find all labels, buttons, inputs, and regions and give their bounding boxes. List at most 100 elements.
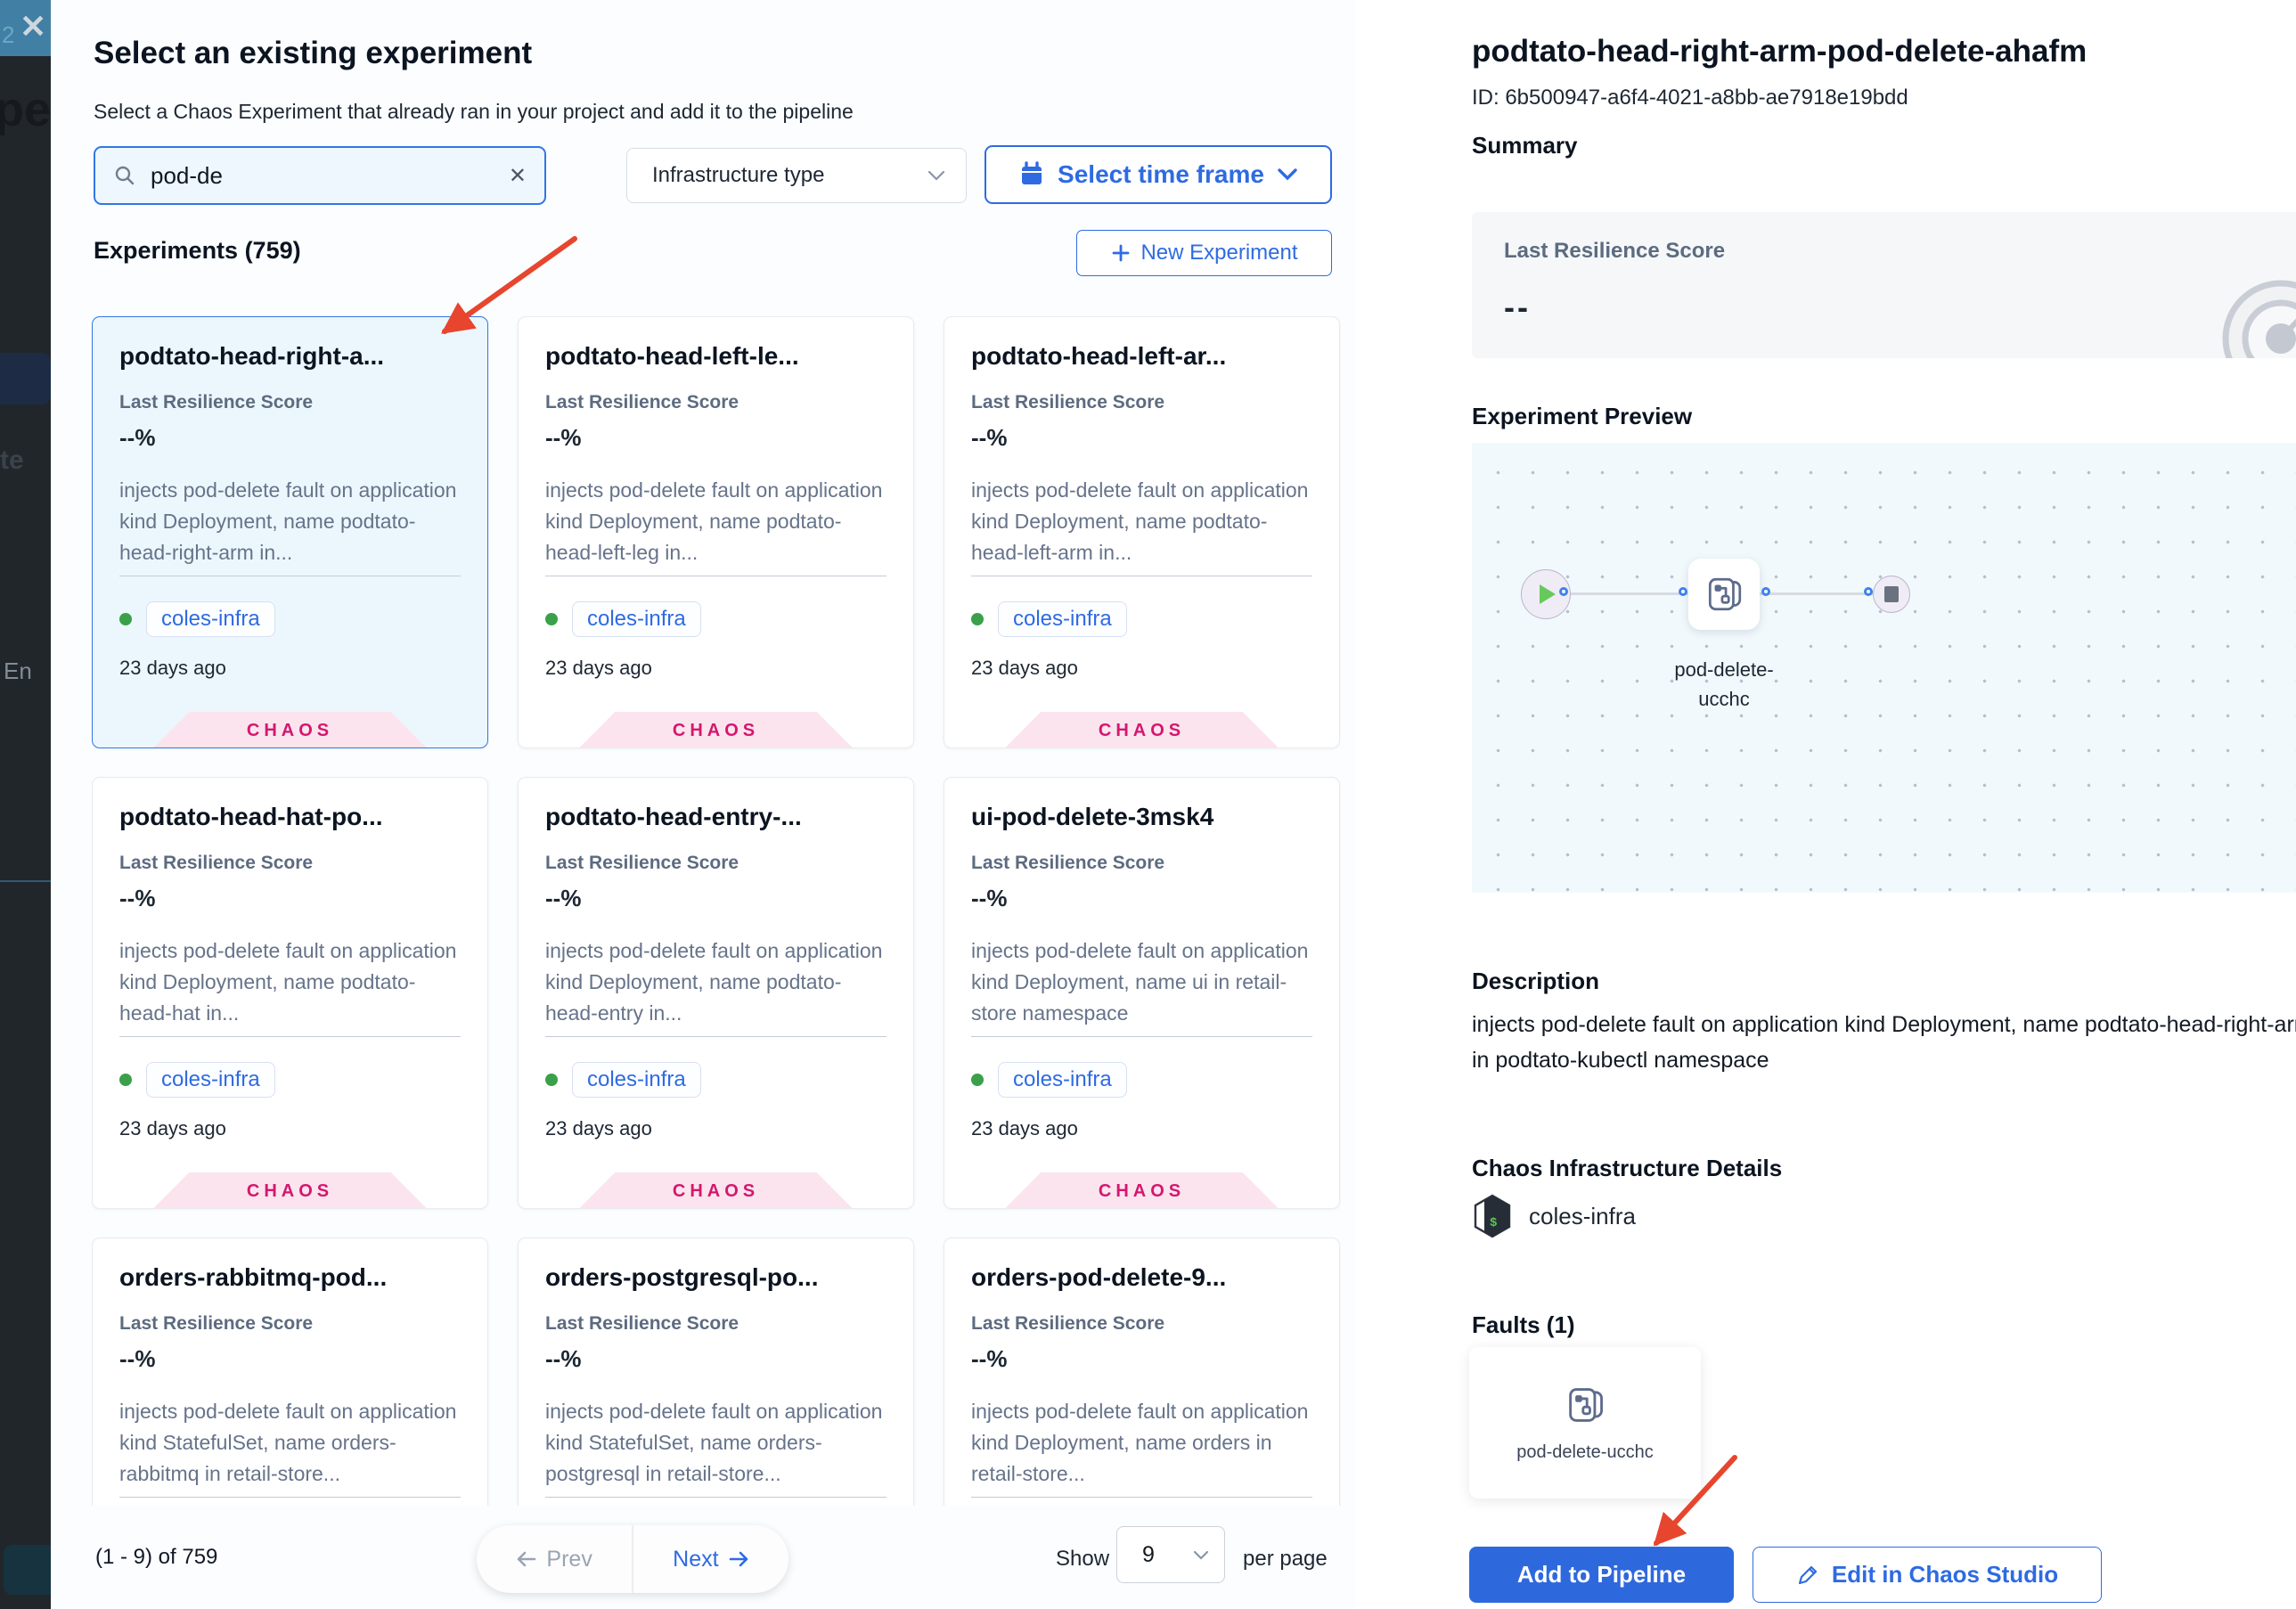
- experiment-title: orders-pod-delete-9...: [971, 1263, 1227, 1291]
- background-pipeline-text: peli: [0, 83, 51, 136]
- pipeline-fault-node[interactable]: [1688, 559, 1760, 630]
- score-value: --%: [119, 1345, 156, 1372]
- chevron-down-icon: [1192, 1549, 1210, 1561]
- calendar-icon: [1018, 161, 1045, 188]
- select-time-frame-button[interactable]: Select time frame: [985, 145, 1332, 204]
- new-experiment-label: New Experiment: [1140, 241, 1298, 265]
- score-value: --%: [119, 424, 156, 451]
- score-value: --%: [119, 885, 156, 911]
- experiment-age: 23 days ago: [119, 657, 226, 679]
- resilience-score-card: Last Resilience Score --: [1472, 212, 2296, 358]
- experiment-card[interactable]: orders-pod-delete-9... Last Resilience S…: [944, 1237, 1340, 1506]
- per-page-label: per page: [1243, 1547, 1328, 1571]
- experiment-description: injects pod-delete fault on application …: [119, 935, 461, 1037]
- score-value: --%: [545, 1345, 582, 1372]
- status-dot: [971, 613, 984, 625]
- infra-tag[interactable]: coles-infra: [998, 601, 1127, 637]
- pipeline-edge: [1760, 592, 1893, 595]
- score-value: --: [1504, 289, 1531, 325]
- add-to-pipeline-button[interactable]: Add to Pipeline: [1469, 1547, 1734, 1603]
- modal-title: Select an existing experiment: [94, 36, 533, 70]
- experiment-card[interactable]: orders-rabbitmq-pod... Last Resilience S…: [92, 1237, 488, 1506]
- experiment-description: injects pod-delete fault on application …: [971, 475, 1312, 576]
- show-label: Show: [1056, 1547, 1110, 1571]
- page-size-select[interactable]: 9: [1116, 1526, 1225, 1583]
- arrow-right-icon: [728, 1550, 749, 1568]
- faults-heading: Faults (1): [1472, 1311, 1575, 1338]
- infrastructure-name: coles-infra: [1529, 1202, 1636, 1229]
- prev-page-button[interactable]: Prev: [477, 1525, 632, 1593]
- infra-tag[interactable]: coles-infra: [998, 1062, 1127, 1098]
- edit-in-chaos-studio-label: Edit in Chaos Studio: [1831, 1561, 2059, 1588]
- details-title: podtato-head-right-arm-pod-delete-ahafm: [1472, 34, 2088, 69]
- experiment-title: ui-pod-delete-3msk4: [971, 803, 1214, 830]
- preview-heading: Experiment Preview: [1472, 403, 1693, 429]
- dartboard-icon: [2202, 241, 2296, 358]
- chaos-badge: CHAOS: [1005, 712, 1279, 747]
- description-text: injects pod-delete fault on application …: [1472, 1012, 2296, 1073]
- experiment-card[interactable]: podtato-head-entry-... Last Resilience S…: [518, 777, 914, 1209]
- score-label: Last Resilience Score: [1504, 239, 1726, 263]
- page-size-value: 9: [1142, 1541, 1155, 1567]
- summary-heading: Summary: [1472, 132, 1578, 159]
- new-experiment-button[interactable]: New Experiment: [1076, 230, 1332, 276]
- experiment-preview-canvas: pod-delete- ucchc: [1472, 443, 2296, 893]
- score-label: Last Resilience Score: [971, 1313, 1165, 1334]
- chaos-badge: CHAOS: [153, 1172, 427, 1208]
- status-dot: [971, 1074, 984, 1086]
- background-text-fragment: te: [0, 445, 24, 475]
- chevron-down-icon: [1277, 167, 1298, 182]
- chaos-infrastructure-icon: $: [1472, 1194, 1513, 1238]
- clear-search-icon[interactable]: ✕: [508, 163, 527, 188]
- score-label: Last Resilience Score: [119, 853, 314, 873]
- score-label: Last Resilience Score: [545, 853, 739, 873]
- fault-tile[interactable]: pod-delete-ucchc: [1469, 1347, 1701, 1499]
- infrastructure-heading: Chaos Infrastructure Details: [1472, 1155, 1783, 1181]
- experiment-card[interactable]: podtato-head-left-le... Last Resilience …: [518, 316, 914, 748]
- infra-tag[interactable]: coles-infra: [572, 1062, 701, 1098]
- close-icon[interactable]: ✕: [20, 8, 47, 45]
- experiment-card[interactable]: podtato-head-right-a... Last Resilience …: [92, 316, 488, 748]
- fault-name: pod-delete-ucchc: [1516, 1442, 1654, 1462]
- next-page-button[interactable]: Next: [633, 1525, 788, 1593]
- infra-tag[interactable]: coles-infra: [146, 601, 275, 637]
- experiment-title: podtato-head-left-ar...: [971, 342, 1227, 370]
- status-dot: [119, 1074, 132, 1086]
- score-label: Last Resilience Score: [545, 1313, 739, 1334]
- experiment-title: podtato-head-hat-po...: [119, 803, 383, 830]
- experiment-title: podtato-head-right-a...: [119, 342, 385, 370]
- score-value: --%: [545, 885, 582, 911]
- connector-port: [1864, 587, 1873, 596]
- background-page: peli te En: [0, 0, 51, 1609]
- experiment-card[interactable]: ui-pod-delete-3msk4 Last Resilience Scor…: [944, 777, 1340, 1209]
- chaos-badge: CHAOS: [1005, 1172, 1279, 1208]
- chaos-badge: CHAOS: [579, 712, 853, 747]
- pagination-range: (1 - 9) of 759: [95, 1545, 218, 1569]
- infrastructure-type-select[interactable]: Infrastructure type: [626, 148, 967, 203]
- chaos-badge: CHAOS: [579, 1172, 853, 1208]
- background-button-fragment: [4, 1545, 51, 1595]
- pipeline-end-node: [1873, 576, 1910, 613]
- infra-tag[interactable]: coles-infra: [146, 1062, 275, 1098]
- background-stage-pill: [0, 353, 51, 404]
- status-dot: [545, 1074, 558, 1086]
- experiment-description: injects pod-delete fault on application …: [119, 1396, 461, 1498]
- fault-node-label-line2: ucchc: [1698, 688, 1750, 710]
- experiment-search[interactable]: ✕: [94, 146, 546, 205]
- experiment-description: injects pod-delete fault on application …: [545, 1396, 887, 1498]
- edit-in-chaos-studio-button[interactable]: Edit in Chaos Studio: [1753, 1547, 2102, 1603]
- score-value: --%: [971, 424, 1008, 451]
- pipeline-start-node: [1521, 569, 1571, 619]
- fault-node-label: pod-delete- ucchc: [1635, 655, 1813, 714]
- experiment-age: 23 days ago: [545, 1117, 652, 1139]
- score-label: Last Resilience Score: [119, 1313, 314, 1334]
- experiment-title: podtato-head-entry-...: [545, 803, 802, 830]
- experiment-card[interactable]: podtato-head-left-ar... Last Resilience …: [944, 316, 1340, 748]
- experiment-card[interactable]: orders-postgresql-po... Last Resilience …: [518, 1237, 914, 1506]
- search-input[interactable]: [151, 161, 509, 190]
- experiment-card[interactable]: podtato-head-hat-po... Last Resilience S…: [92, 777, 488, 1209]
- infra-tag[interactable]: coles-infra: [572, 601, 701, 637]
- connector-port: [1761, 587, 1770, 596]
- experiment-description: injects pod-delete fault on application …: [545, 935, 887, 1037]
- experiments-count-heading: Experiments (759): [94, 237, 301, 264]
